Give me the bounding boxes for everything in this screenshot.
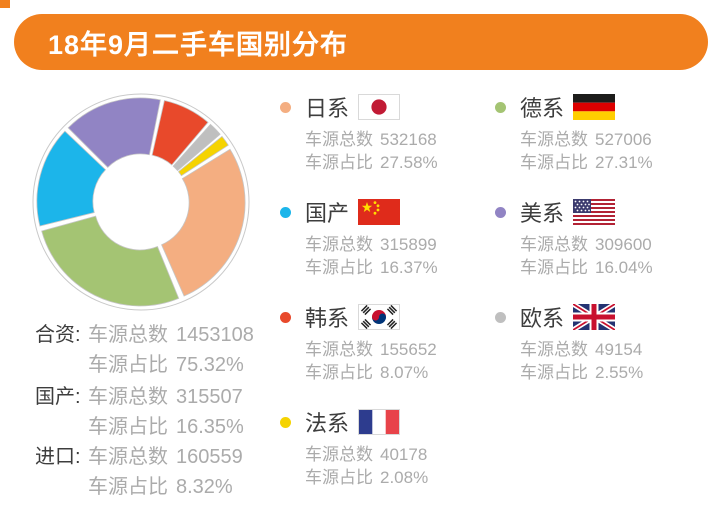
pct-line: 车源占比 16.37%	[305, 258, 438, 277]
legend-label: 美系	[520, 201, 565, 226]
count-line: 车源总数 532168	[305, 130, 437, 149]
germany-flag-icon	[573, 94, 616, 120]
summary-label: 进口:	[35, 446, 81, 468]
legend-bullet	[495, 311, 506, 323]
legend-item-de: 德系 车源总数 527006 车源占比 27.31%	[493, 91, 708, 174]
count-line: 车源总数 1453108	[88, 324, 254, 346]
count-line: 车源总数 315899	[305, 235, 437, 254]
summary-label: 国产:	[35, 386, 81, 408]
corner-mark	[0, 0, 10, 8]
legend-bullet	[280, 416, 291, 428]
count-line: 车源总数 309600	[520, 235, 652, 254]
legend-label: 欧系	[520, 306, 565, 331]
legend-bullet	[280, 311, 291, 323]
count-line: 车源总数 527006	[520, 130, 652, 149]
summary-row-domestic: 国产: 车源总数 315507 车源占比 16.35%	[35, 382, 244, 442]
summary-row-imported: 进口: 车源总数 160559 车源占比 8.32%	[35, 442, 243, 502]
donut-outer-ring	[32, 93, 250, 311]
count-line: 车源总数 155652	[305, 340, 437, 359]
count-line: 车源总数 160559	[88, 446, 243, 468]
legend-label: 国产	[305, 201, 350, 226]
donut-slice-eu	[172, 123, 221, 172]
pct-line: 车源占比 2.08%	[305, 468, 429, 487]
donut-chart-svg	[32, 93, 250, 311]
summary-label: 合资:	[35, 324, 81, 346]
count-line: 车源总数 40178	[305, 445, 428, 464]
legend-bullet	[495, 206, 506, 218]
page-title: 18年9月二手车国别分布	[48, 29, 349, 60]
legend-item-jp: 日系 车源总数 532168 车源占比 27.58%	[278, 91, 493, 174]
legend-item-cn: 国产 车源总数 315899 车源占比 16.37%	[278, 196, 493, 279]
pct-line: 车源占比 16.04%	[520, 258, 653, 277]
legend-item-eu: 欧系 车源总数 49154 车源占比 2.55%	[493, 301, 708, 384]
pct-line: 车源占比 2.55%	[520, 363, 644, 382]
pct-line: 车源占比 16.35%	[88, 416, 244, 438]
legend-label: 德系	[520, 96, 565, 121]
pct-line: 车源占比 75.32%	[88, 354, 244, 376]
legend-label: 日系	[305, 96, 350, 121]
donut-slice-cn	[36, 130, 107, 227]
france-flag-icon	[358, 409, 401, 435]
japan-flag-icon	[358, 94, 401, 120]
pct-line: 车源占比 8.07%	[305, 363, 429, 382]
pct-line: 车源占比 27.31%	[520, 153, 653, 172]
count-line: 车源总数 315507	[88, 386, 243, 408]
legend-item-us: 美系 车源总数 309600 车源占比 16.04%	[493, 196, 708, 279]
donut-slice-fr	[177, 135, 229, 177]
legend-label: 韩系	[305, 306, 350, 331]
uk-flag-icon	[573, 304, 616, 330]
usa-flag-icon	[573, 199, 616, 225]
pct-line: 车源占比 27.58%	[305, 153, 438, 172]
title-banner: 18年9月二手车国别分布	[14, 14, 708, 70]
donut-chart	[26, 87, 256, 317]
pct-line: 车源占比 8.32%	[88, 476, 233, 498]
legend-item-fr: 法系 车源总数 40178 车源占比 2.08%	[278, 406, 493, 489]
legend-label: 法系	[305, 411, 350, 436]
china-flag-icon	[358, 199, 401, 225]
donut-slice-de	[41, 215, 180, 307]
legend-bullet	[280, 206, 291, 218]
legend-item-kr: 韩系 车源总数 155652 车源占比 8.07%	[278, 301, 493, 384]
donut-slice-jp	[161, 148, 246, 297]
legend-bullet	[495, 101, 506, 113]
count-line: 车源总数 49154	[520, 340, 643, 359]
korea-flag-icon	[358, 304, 401, 330]
donut-slice-us	[67, 97, 161, 168]
legend-bullet	[280, 101, 291, 113]
summary-row-joint-venture: 合资: 车源总数 1453108 车源占比 75.32%	[35, 320, 254, 380]
donut-slice-kr	[151, 100, 209, 166]
